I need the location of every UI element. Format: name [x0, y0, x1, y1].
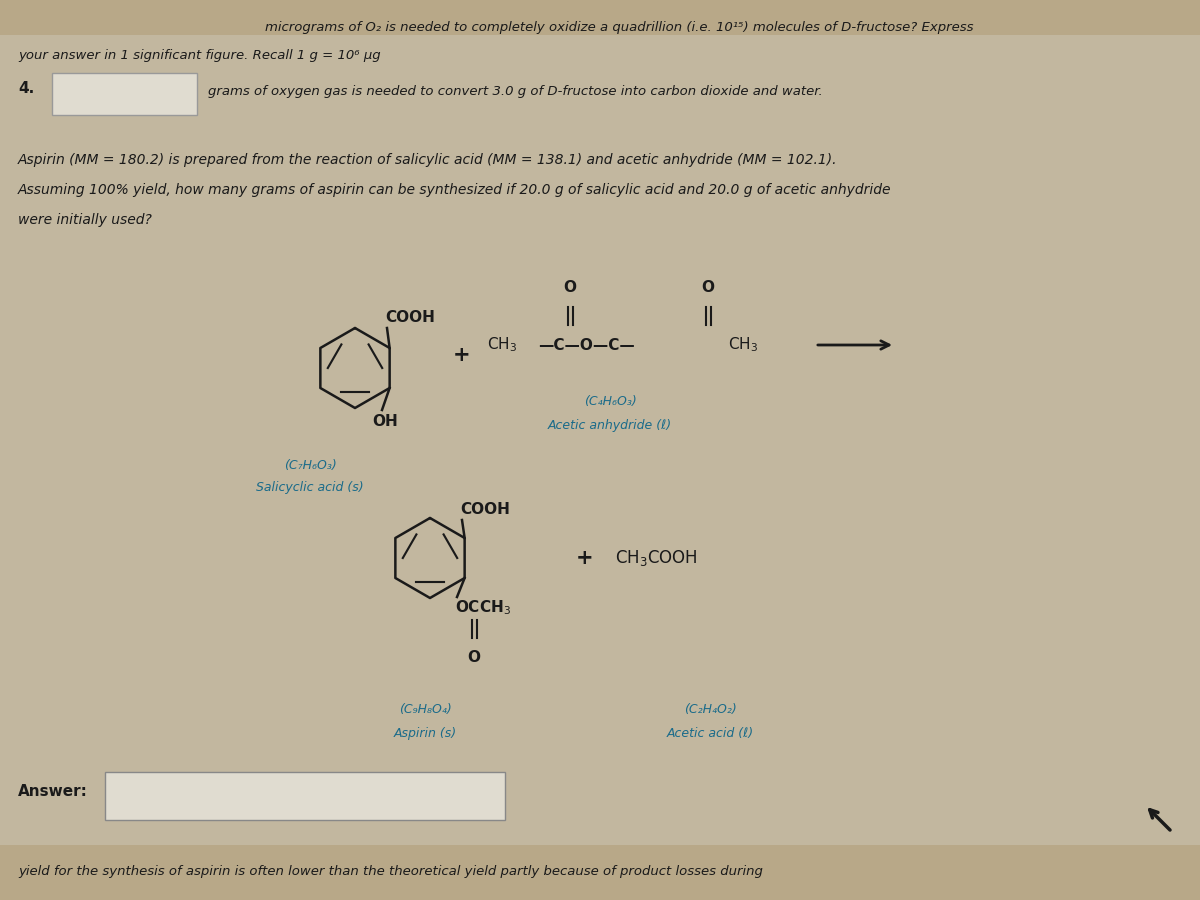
- Text: O: O: [468, 650, 480, 665]
- Text: COOH: COOH: [460, 502, 510, 518]
- Text: Aspirin (MM = 180.2) is prepared from the reaction of salicylic acid (MM = 138.1: Aspirin (MM = 180.2) is prepared from th…: [18, 153, 838, 167]
- Text: micrograms of O₂ is needed to completely oxidize a quadrillion (i.e. 10¹⁵) molec: micrograms of O₂ is needed to completely…: [265, 22, 973, 34]
- Text: OH: OH: [372, 415, 397, 429]
- FancyBboxPatch shape: [0, 35, 1200, 845]
- Text: +: +: [576, 548, 594, 568]
- Text: O: O: [702, 280, 714, 295]
- Text: your answer in 1 significant figure. Recall 1 g = 10⁶ µg: your answer in 1 significant figure. Rec…: [18, 49, 380, 61]
- Bar: [106, 772, 505, 820]
- Text: OCCH$_3$: OCCH$_3$: [455, 598, 511, 617]
- Text: Acetic anhydride (ℓ): Acetic anhydride (ℓ): [548, 418, 672, 431]
- Text: O: O: [564, 280, 576, 295]
- Text: 4.: 4.: [18, 80, 35, 95]
- Text: Salicyclic acid (s): Salicyclic acid (s): [256, 482, 364, 494]
- Text: yield for the synthesis of aspirin is often lower than the theoretical yield par: yield for the synthesis of aspirin is of…: [18, 866, 763, 878]
- Text: CH$_3$COOH: CH$_3$COOH: [616, 548, 697, 568]
- Text: (C₄H₆O₃): (C₄H₆O₃): [583, 395, 636, 409]
- Text: grams of oxygen gas is needed to convert 3.0 g of D-fructose into carbon dioxide: grams of oxygen gas is needed to convert…: [208, 86, 823, 98]
- Text: (C₉H₈O₄): (C₉H₈O₄): [398, 704, 451, 716]
- Text: +: +: [454, 345, 470, 365]
- Text: (C₇H₆O₃): (C₇H₆O₃): [283, 458, 336, 472]
- Text: Assuming 100% yield, how many grams of aspirin can be synthesized if 20.0 g of s: Assuming 100% yield, how many grams of a…: [18, 183, 892, 197]
- Text: CH$_3$: CH$_3$: [728, 336, 758, 355]
- Text: Answer:: Answer:: [18, 785, 88, 799]
- Bar: [52, 73, 197, 115]
- Text: were initially used?: were initially used?: [18, 213, 152, 227]
- Text: —C—O—C—: —C—O—C—: [538, 338, 635, 353]
- Text: CH$_3$: CH$_3$: [487, 336, 517, 355]
- Text: COOH: COOH: [385, 310, 434, 326]
- Text: Aspirin (s): Aspirin (s): [394, 726, 456, 740]
- Text: (C₂H₄O₂): (C₂H₄O₂): [684, 704, 737, 716]
- Text: Acetic acid (ℓ): Acetic acid (ℓ): [666, 726, 754, 740]
